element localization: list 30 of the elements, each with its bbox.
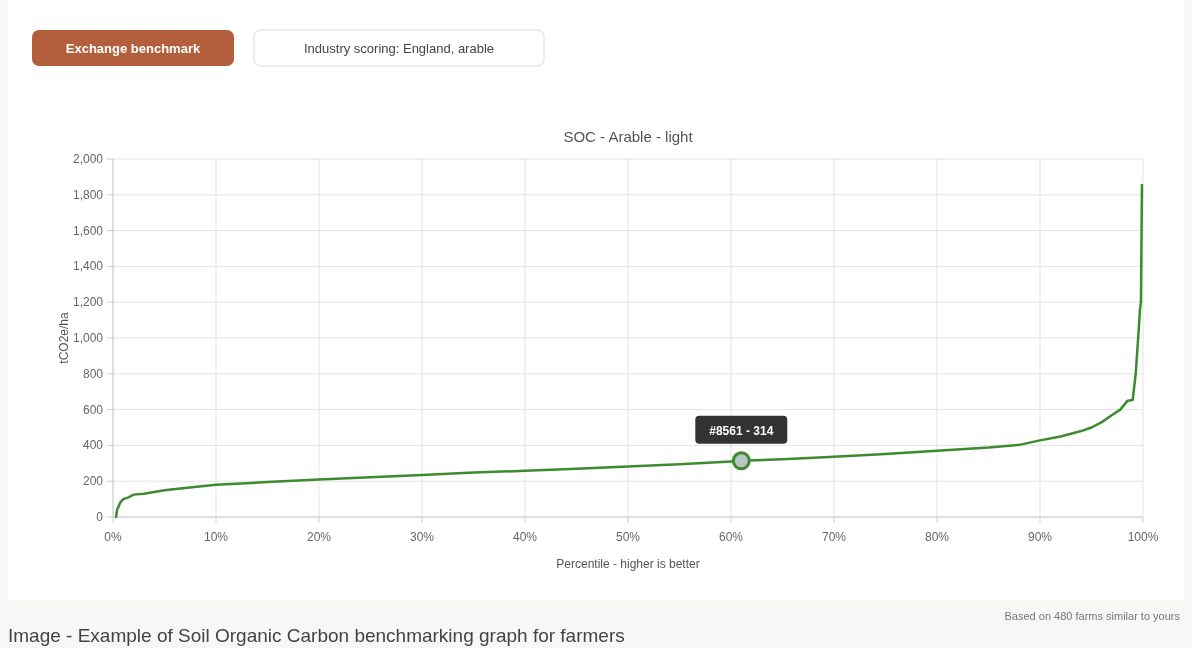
text: Based on 480 farms similar to yours [1004,610,1181,622]
x-tick-label: 0% [104,530,122,544]
x-tick-label: 90% [1027,530,1053,544]
y-tick-label: 0 [96,510,104,524]
text: Image - Example of Soil Organic Carbon benchmarking graph for farmers [8,625,625,646]
chart-title: SOC - Arable - light [563,128,694,145]
y-tick-label: 1,600 [72,223,104,238]
y-tick-label: 400 [82,438,104,453]
y-axis-title: tCO2e/ha [57,312,71,364]
tab-button: Industry scoring: England, arable [253,29,545,67]
y-tick-label: 2,000 [72,152,104,166]
x-axis-title: Percentile - higher is better [556,557,700,571]
annotation: #8561 - 314 [709,423,774,438]
y-tick-label: 1,200 [72,295,104,310]
y-tick-label: 800 [82,366,104,381]
x-tick-label: 60% [718,530,744,544]
y-tick-label: 1,000 [72,331,104,345]
y-tick-label: 1,400 [72,259,104,274]
x-tick-label: 30% [409,530,435,544]
x-tick-label: 70% [821,530,847,544]
x-tick-label: 20% [306,530,332,544]
x-tick-label: 10% [203,530,229,544]
x-tick-label: 80% [924,530,950,544]
tab-button: Exchange benchmark [32,30,234,66]
x-tick-label: 40% [512,530,538,544]
y-tick-label: 600 [82,402,104,417]
y-tick-label: 200 [82,474,104,489]
x-tick-label: 100% [1127,530,1159,544]
y-tick-label: 1,800 [72,187,104,202]
x-tick-label: 50% [615,530,641,544]
